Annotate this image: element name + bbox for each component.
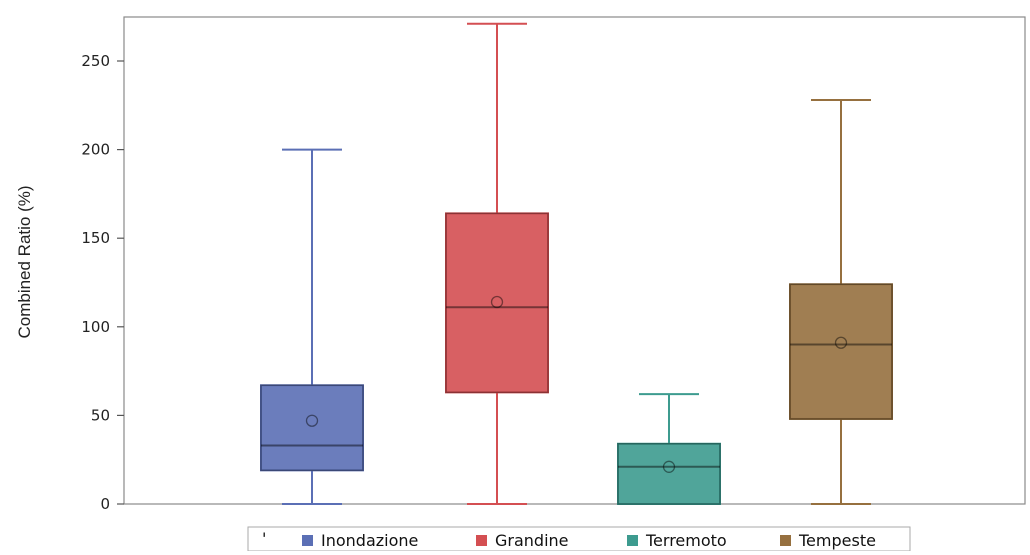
iqr-box-outline <box>260 384 364 472</box>
legend-frame <box>247 526 911 552</box>
mean-marker <box>662 460 676 473</box>
y-tick-label: 150 <box>81 229 110 247</box>
y-tick-label: 50 <box>91 406 110 424</box>
legend-label: Tempeste <box>798 531 876 550</box>
mean-marker <box>490 295 504 309</box>
iqr-box <box>617 442 721 506</box>
y-tick-label: 100 <box>81 318 110 336</box>
y-tick-label: 0 <box>100 495 110 513</box>
mean-marker <box>305 414 319 427</box>
legend-label: Terremoto <box>645 531 727 550</box>
legend: ' Inondazione Grandine Terremoto Tempeste <box>247 526 911 552</box>
y-tick-label: 250 <box>81 52 110 70</box>
iqr-box <box>789 283 893 420</box>
box-grandine <box>445 22 549 505</box>
iqr-box-outline <box>445 212 549 394</box>
legend-label: Inondazione <box>321 531 418 550</box>
legend-label: Grandine <box>495 531 569 550</box>
box-inondazione <box>260 148 364 505</box>
box-terremoto <box>617 393 721 506</box>
mean-marker <box>834 336 848 349</box>
y-tick-label: 200 <box>81 141 110 159</box>
legend-swatch <box>476 535 487 546</box>
legend-swatch <box>780 535 791 546</box>
iqr-box-outline <box>617 443 721 505</box>
iqr-box <box>260 384 364 472</box>
legend-swatch <box>302 535 313 546</box>
y-axis: 0 50 100 150 200 250 <box>81 52 124 513</box>
y-axis-title: Combined Ratio (%) <box>15 185 34 338</box>
legend-marker: ' <box>262 529 266 548</box>
iqr-box-outline <box>789 283 893 420</box>
legend-swatch <box>627 535 638 546</box>
box-tempeste <box>789 98 893 505</box>
boxes <box>260 22 893 506</box>
iqr-box <box>445 212 549 394</box>
plot-frame <box>123 16 1026 505</box>
